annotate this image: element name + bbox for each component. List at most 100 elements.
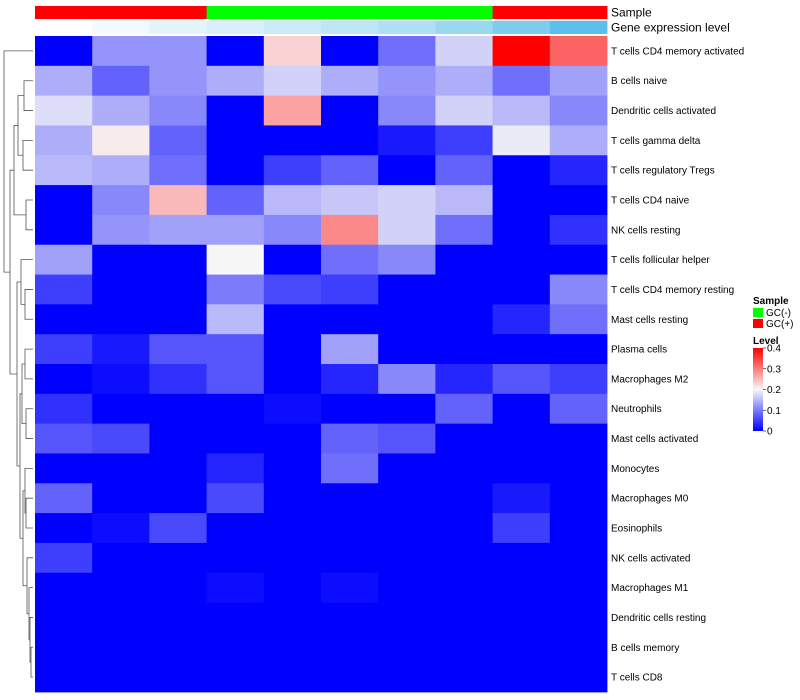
heatmap-cell	[149, 244, 207, 275]
dendrogram-branch	[25, 497, 33, 529]
heatmap-cell	[92, 334, 150, 365]
heatmap-cell	[35, 185, 93, 216]
expression-annotation-cell	[549, 21, 608, 34]
legend-level-title: Level	[753, 336, 779, 347]
row-label: NK cells activated	[611, 553, 690, 564]
dendrogram-branch	[30, 646, 33, 678]
heatmap-cell	[549, 662, 608, 693]
legend-level-tick-label: 0.3	[767, 364, 781, 375]
heatmap-cell	[549, 334, 608, 365]
sample-annotation-cell	[206, 6, 265, 19]
heatmap-cell	[435, 393, 493, 425]
heatmap-cell	[35, 125, 93, 156]
heatmap-cell	[92, 632, 150, 663]
heatmap-cell	[92, 185, 150, 216]
dendrogram-branch	[22, 139, 33, 171]
row-label: T cells follicular helper	[611, 255, 710, 266]
heatmap-cell	[549, 155, 608, 186]
heatmap-cell	[263, 423, 322, 454]
heatmap-cell	[206, 95, 265, 126]
sample-annotation-cell	[263, 6, 322, 19]
heatmap-cell	[492, 155, 551, 186]
heatmap-cell	[492, 453, 551, 484]
heatmap-cell	[92, 602, 150, 633]
heatmap-cell	[492, 274, 551, 305]
heatmap-cell	[92, 155, 150, 186]
row-label: T cells regulatory Tregs	[611, 166, 715, 177]
heatmap-cell	[492, 364, 551, 395]
expression-annotation-cell	[263, 21, 322, 34]
heatmap-cell	[435, 662, 493, 693]
sample-annotation-cell	[492, 6, 551, 19]
heatmap-cell	[321, 662, 379, 693]
heatmap-cell	[549, 304, 608, 335]
row-label: NK cells resting	[611, 225, 680, 236]
legend-level-tick-label: 0.4	[767, 344, 781, 355]
heatmap-cell	[435, 453, 493, 484]
heatmap-cell	[492, 662, 551, 693]
heatmap-cell	[549, 393, 608, 425]
expression-annotation-cell	[206, 21, 265, 34]
heatmap-cell	[92, 572, 150, 603]
dendrogram-branch	[19, 393, 23, 539]
heatmap-cell	[263, 95, 322, 126]
heatmap-cell	[549, 274, 608, 305]
legend-label-gc-neg: GC(-)	[766, 308, 791, 319]
heatmap-cell	[206, 393, 265, 425]
heatmap-cell	[35, 95, 93, 126]
heatmap-cell	[149, 483, 207, 514]
heatmap-cell	[263, 214, 322, 246]
heatmap-cell	[549, 542, 608, 574]
heatmap-cell	[435, 214, 493, 246]
heatmap-cell	[263, 542, 322, 574]
heatmap-cell	[206, 214, 265, 246]
heatmap-cell	[549, 453, 608, 484]
heatmap-cell	[492, 214, 551, 246]
heatmap-cell	[206, 632, 265, 663]
heatmap-cell	[378, 572, 436, 603]
legend-level-tick-label: 0.1	[767, 406, 781, 417]
heatmap-cell	[378, 662, 436, 693]
heatmap-cell	[321, 36, 379, 67]
heatmap-cell	[206, 483, 265, 514]
heatmap-cell	[435, 95, 493, 126]
heatmap-cell	[92, 214, 150, 246]
heatmap-cell	[492, 513, 551, 544]
heatmap-cell	[378, 393, 436, 425]
heatmap-cell	[263, 513, 322, 544]
heatmap-cell	[321, 334, 379, 365]
heatmap-cell	[321, 364, 379, 395]
heatmap-cell	[35, 662, 93, 693]
heatmap-cell	[263, 125, 322, 156]
heatmap-cell	[378, 304, 436, 335]
heatmap-cell	[92, 95, 150, 126]
heatmap-cells	[35, 36, 608, 693]
heatmap-cell	[435, 65, 493, 97]
heatmap-cell	[378, 423, 436, 454]
heatmap-cell	[378, 453, 436, 484]
heatmap-cell	[149, 36, 207, 67]
heatmap-cell	[149, 423, 207, 454]
heatmap-cell	[549, 513, 608, 544]
heatmap-cell	[206, 334, 265, 365]
heatmap-cell	[92, 393, 150, 425]
legend-swatch-gc-neg	[753, 308, 763, 317]
dendrogram-branch	[29, 617, 33, 663]
heatmap-cell	[321, 274, 379, 305]
legend-level-tick-label: 0.2	[767, 385, 781, 396]
heatmap-cell	[263, 602, 322, 633]
heatmap-cell	[321, 214, 379, 246]
heatmap-cell	[206, 155, 265, 186]
heatmap-cell	[92, 125, 150, 156]
heatmap-cell	[35, 542, 93, 574]
heatmap-cell	[321, 602, 379, 633]
sample-track-label: Sample	[611, 6, 652, 20]
heatmap-cell	[263, 393, 322, 425]
heatmap-cell	[378, 632, 436, 663]
row-label: T cells CD8	[611, 673, 663, 684]
legend-level-colorbar	[753, 348, 763, 431]
column-annotations	[35, 6, 608, 34]
heatmap-cell	[92, 662, 150, 693]
heatmap-cell	[263, 274, 322, 305]
heatmap-cell	[549, 125, 608, 156]
